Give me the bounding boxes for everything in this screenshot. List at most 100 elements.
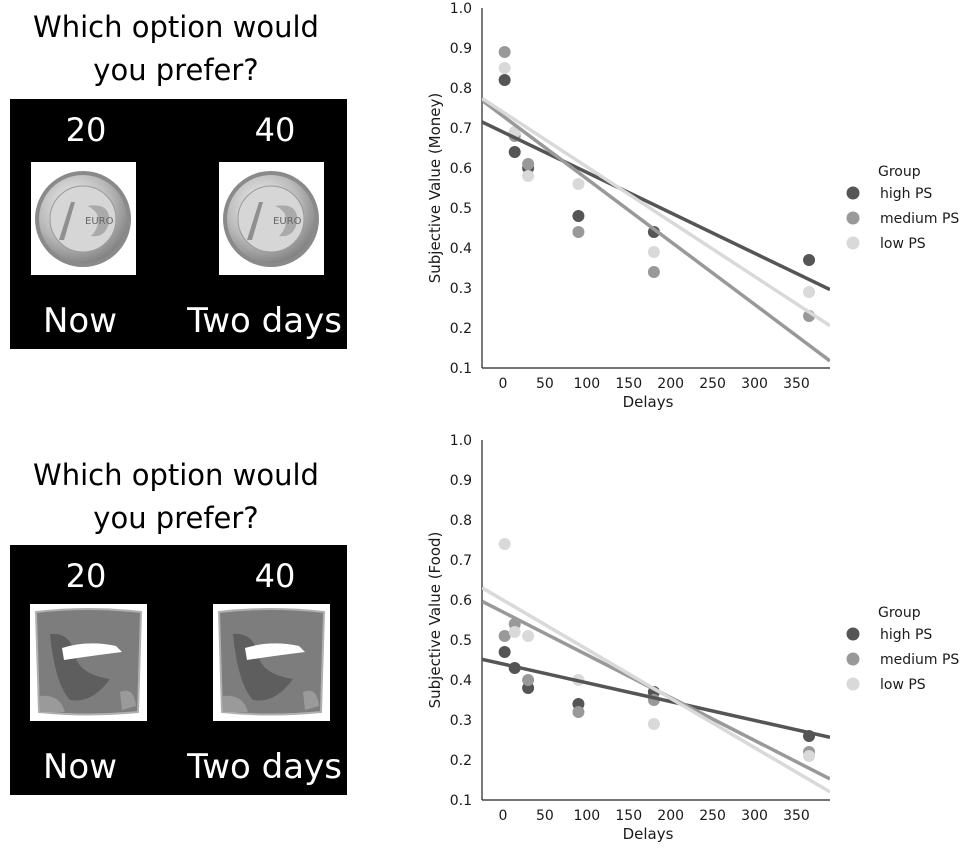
data-point-medium-ps — [572, 226, 585, 238]
data-point-low-ps — [647, 718, 660, 730]
legend-label: low PS — [880, 677, 926, 693]
left-amount: 20 — [65, 557, 107, 595]
y-tick-label: 0.3 — [450, 713, 472, 729]
x-tick-label: 350 — [783, 376, 810, 392]
y-tick-label: 0.8 — [450, 81, 472, 97]
chips-bag-icon — [217, 608, 326, 716]
right-time-label: Two days — [187, 301, 342, 341]
legend-title: Group — [878, 164, 921, 180]
x-tick-label: 300 — [741, 808, 768, 824]
data-point-low-ps — [508, 626, 521, 638]
x-tick-label: 250 — [699, 808, 726, 824]
left-time-label: Now — [42, 747, 118, 787]
y-tick-label: 0.8 — [450, 513, 472, 529]
x-tick-label: 50 — [536, 808, 554, 824]
legend-label: medium PS — [880, 652, 959, 668]
left-option-image[interactable]: EURO — [31, 162, 136, 275]
money-value-chart: 0.1 0.2 0.3 0.4 0.5 0.6 0.7 0.8 0.9 1.0 0 50 100 150 2… — [426, 1, 959, 411]
data-point-low-ps — [803, 286, 816, 298]
fit-line-low-ps — [482, 586, 830, 794]
y-tick-label: 0.9 — [450, 41, 472, 57]
left-option-image[interactable] — [30, 604, 147, 721]
y-tick-label: 0.1 — [450, 793, 472, 809]
fit-line-low-ps — [482, 96, 830, 328]
y-tick-label: 0.4 — [450, 241, 472, 257]
y-tick-label: 0.5 — [450, 633, 472, 649]
data-point-low-ps — [522, 170, 535, 182]
data-point-medium-ps — [647, 266, 660, 278]
y-tick-label: 0.1 — [450, 361, 472, 377]
legend-marker — [846, 627, 860, 641]
question-line-2: you prefer? — [93, 501, 259, 535]
right-amount: 40 — [254, 557, 296, 595]
legend-marker — [846, 652, 860, 666]
data-point-low-ps — [522, 630, 535, 642]
euro-coin-icon: EURO — [223, 171, 319, 267]
legend-title: Group — [878, 605, 921, 621]
x-tick-label: 150 — [615, 808, 642, 824]
chips-bag-icon — [34, 608, 143, 716]
legend-marker — [846, 236, 860, 250]
x-tick-label: 50 — [536, 376, 554, 392]
food-choice-panel: 20 40 Now Two days — [10, 545, 347, 795]
fit-line-high-ps — [482, 120, 830, 292]
data-point-high-ps — [572, 210, 585, 222]
fit-line-high-ps — [482, 657, 830, 740]
euro-coin-icon: EURO — [35, 171, 131, 267]
right-option-image[interactable]: EURO — [219, 162, 324, 275]
money-choice-panel: 20 40 EURO — [10, 99, 347, 349]
y-tick-label: 0.6 — [450, 593, 472, 609]
legend-label: low PS — [880, 236, 926, 252]
data-point-medium-ps — [522, 158, 535, 170]
data-point-medium-ps — [498, 46, 511, 58]
left-amount: 20 — [65, 111, 107, 149]
right-time-label: Two days — [187, 747, 342, 787]
y-tick-label: 0.5 — [450, 201, 472, 217]
y-tick-label: 0.7 — [450, 553, 472, 569]
fit-line-medium-ps — [482, 98, 830, 363]
x-tick-label: 100 — [573, 376, 600, 392]
y-tick-label: 1.0 — [450, 433, 472, 449]
x-tick-label: 100 — [573, 808, 600, 824]
legend-marker — [846, 677, 860, 691]
legend-label: high PS — [880, 186, 932, 202]
data-point-low-ps — [498, 538, 511, 550]
x-tick-label: 200 — [657, 808, 684, 824]
x-tick-label: 250 — [699, 376, 726, 392]
data-point-low-ps — [572, 178, 585, 190]
data-point-high-ps — [803, 254, 816, 266]
data-point-medium-ps — [572, 706, 585, 718]
x-tick-label: 0 — [499, 808, 508, 824]
x-tick-label: 350 — [783, 808, 810, 824]
x-tick-label: 300 — [741, 376, 768, 392]
y-tick-label: 0.2 — [450, 321, 472, 337]
y-axis-label: Subjective Value (Food) — [426, 532, 444, 709]
question-line-1: Which option would — [33, 10, 319, 44]
y-tick-label: 0.9 — [450, 473, 472, 489]
y-tick-label: 0.2 — [450, 753, 472, 769]
legend-marker — [846, 186, 860, 200]
legend-label: medium PS — [880, 211, 959, 227]
data-point-high-ps — [508, 146, 521, 158]
data-point-medium-ps — [522, 674, 535, 686]
x-tick-label: 150 — [615, 376, 642, 392]
data-point-high-ps — [498, 646, 511, 658]
food-value-chart: 0.1 0.2 0.3 0.4 0.5 0.6 0.7 0.8 0.9 1.0 0 50 100 150 2… — [426, 433, 959, 843]
data-point-high-ps — [647, 226, 660, 238]
right-option-image[interactable] — [213, 604, 330, 721]
data-point-medium-ps — [498, 630, 511, 642]
y-tick-label: 0.7 — [450, 121, 472, 137]
question-line-1: Which option would — [33, 458, 319, 492]
data-point-low-ps — [498, 62, 511, 74]
y-tick-label: 0.3 — [450, 281, 472, 297]
y-tick-label: 0.4 — [450, 673, 472, 689]
x-tick-label: 200 — [657, 376, 684, 392]
x-axis-label: Delays — [623, 393, 674, 411]
data-point-low-ps — [803, 750, 816, 762]
legend-marker — [846, 211, 860, 225]
data-point-high-ps — [498, 74, 511, 86]
y-tick-label: 0.6 — [450, 161, 472, 177]
y-tick-label: 1.0 — [450, 1, 472, 17]
coin-text: EURO — [273, 216, 302, 227]
left-time-label: Now — [42, 301, 118, 341]
